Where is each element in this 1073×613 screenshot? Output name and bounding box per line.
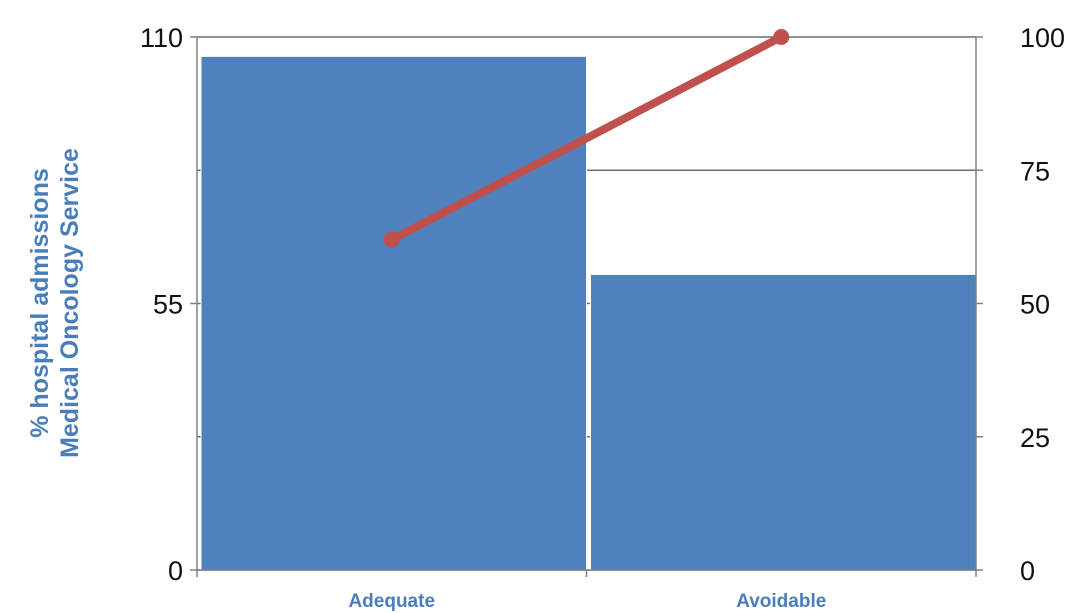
bar-adequate: [200, 55, 587, 571]
left-tick-label: 0: [168, 556, 183, 586]
bars: [200, 55, 977, 571]
cumulative-line-path: [387, 33, 786, 244]
category-label: Adequate: [348, 591, 435, 612]
y-axis-label-line2: Medical Oncology Service: [56, 148, 84, 458]
line-point-avoidable: [773, 29, 790, 45]
left-tick-label: 110: [140, 23, 183, 53]
category-labels: Adequate Avoidable: [348, 591, 826, 612]
cumulative-line: [383, 29, 790, 248]
right-tick-label: 100: [1020, 23, 1065, 53]
left-axis-ticks: 0 55 110: [140, 23, 197, 586]
right-tick-label: 50: [1020, 290, 1050, 320]
right-tick-label: 75: [1020, 156, 1050, 186]
bar-avoidable: [590, 273, 977, 571]
line-point-adequate: [383, 231, 400, 248]
right-tick-label: 25: [1020, 423, 1050, 453]
right-axis-ticks: 0 25 50 75 100: [976, 23, 1065, 586]
right-tick-label: 0: [1020, 556, 1035, 586]
y-axis-label-line1: % hospital admissions: [26, 168, 54, 438]
left-tick-label: 55: [153, 290, 183, 320]
category-label: Avoidable: [736, 591, 826, 612]
